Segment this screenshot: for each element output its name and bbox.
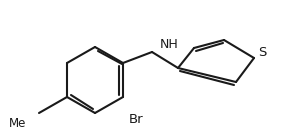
Text: S: S (258, 46, 266, 59)
Text: NH: NH (160, 38, 179, 51)
Text: Me: Me (9, 117, 26, 130)
Text: Br: Br (129, 113, 144, 126)
